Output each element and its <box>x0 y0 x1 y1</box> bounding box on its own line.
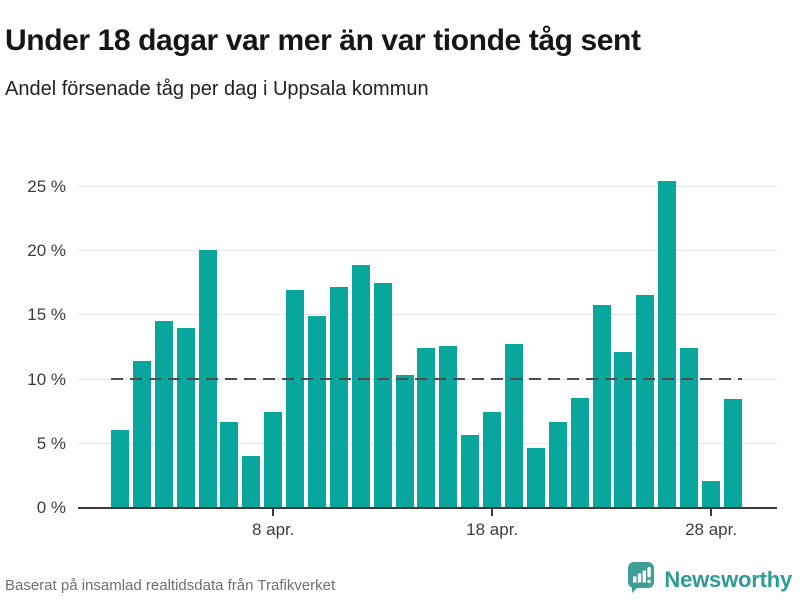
y-axis-label: 0 % <box>36 498 66 517</box>
bar <box>505 344 524 507</box>
bar <box>680 348 699 507</box>
newsworthy-wordmark: Newsworthy <box>664 567 792 592</box>
bar <box>417 348 436 507</box>
bar <box>111 430 129 507</box>
newsworthy-logo[interactable]: Newsworthy <box>627 561 792 599</box>
x-axis-label: 28 apr. <box>685 520 738 539</box>
bar <box>636 295 655 507</box>
bar <box>723 399 742 507</box>
y-axis-label: 10 % <box>27 369 66 389</box>
bar <box>461 435 480 507</box>
bar <box>592 305 611 507</box>
bar <box>439 346 458 507</box>
x-axis-tick <box>710 509 713 516</box>
bar <box>242 456 261 507</box>
bar-chart: 0 % 5 % 10 % 15 % 20 % 25 % 8 apr. 18 apr. 28 ap… <box>0 170 800 555</box>
x-axis-label: 8 apr. <box>251 520 295 539</box>
bar <box>351 265 370 507</box>
chart-subtitle: Andel försenade tåg per dag i Uppsala ko… <box>5 78 429 100</box>
bar <box>308 316 327 507</box>
x-axis-label: 18 apr. <box>466 520 519 539</box>
newsworthy-logo-icon <box>627 561 656 599</box>
bar <box>373 283 392 507</box>
bar <box>176 328 195 507</box>
reference-line-10pct <box>111 377 742 380</box>
bar <box>483 412 502 507</box>
bar <box>548 422 567 507</box>
bar <box>395 375 414 507</box>
y-axis-label: 20 % <box>27 241 66 260</box>
bar <box>658 181 677 507</box>
bar <box>264 412 283 507</box>
y-axis-label: 15 % <box>27 305 66 325</box>
bars-container <box>111 181 742 507</box>
bar <box>220 422 239 507</box>
bar <box>286 290 305 507</box>
bar <box>329 287 348 507</box>
gridline <box>78 250 777 251</box>
y-axis-label: 5 % <box>36 433 66 453</box>
x-axis-line <box>78 507 777 509</box>
gridline <box>78 185 777 187</box>
gridline <box>78 314 777 316</box>
source-note: Baserat på insamlad realtidsdata från Tr… <box>5 577 336 594</box>
bar <box>154 321 173 507</box>
page-title: Under 18 dagar var mer än var tionde tåg… <box>5 24 641 58</box>
bar <box>570 398 589 507</box>
bar <box>702 481 721 507</box>
bar <box>526 448 545 507</box>
y-axis-label: 25 % <box>27 176 66 196</box>
bar <box>132 361 151 507</box>
bar <box>614 352 633 507</box>
x-axis-tick <box>272 509 275 516</box>
x-axis-tick <box>491 509 494 516</box>
